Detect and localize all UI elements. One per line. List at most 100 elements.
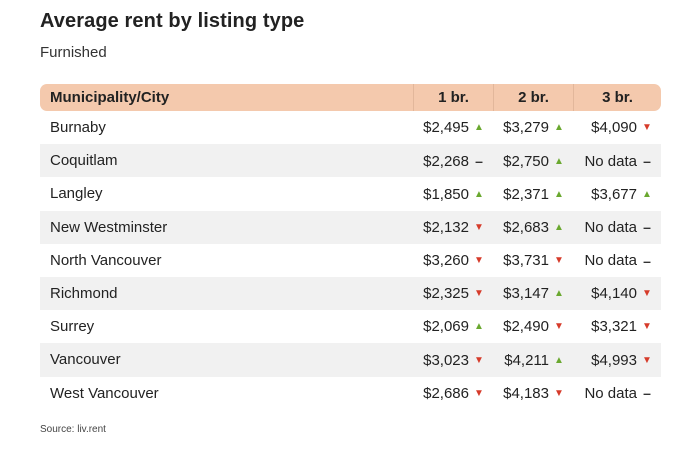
table-header-row: Municipality/City 1 br. 2 br. 3 br. — [40, 84, 661, 111]
rent-value: $3,279 — [503, 119, 549, 137]
rent-value: No data — [584, 152, 637, 170]
triangle-up-icon: ▲ — [474, 321, 484, 333]
rent-cell-3br: $4,140 ▼ — [573, 276, 661, 311]
rent-cell-2br: $3,147 ▲ — [493, 276, 573, 311]
rent-cell-2br: $3,279 ▲ — [493, 111, 573, 144]
city-name: Surrey — [50, 318, 95, 336]
column-header-1br: 1 br. — [413, 84, 493, 111]
rent-cell-3br: $3,677 ▲ — [573, 177, 661, 210]
table-row: New Westminster $2,132 ▼ $2,683 ▲ No data – — [40, 210, 661, 244]
triangle-down-icon: ▼ — [554, 321, 564, 333]
rent-value: $4,183 — [503, 384, 549, 402]
rent-value: $4,993 — [591, 351, 637, 369]
triangle-up-icon: ▲ — [554, 221, 564, 233]
rent-value: $4,090 — [591, 119, 637, 137]
rent-cell-2br: $2,371 ▲ — [493, 177, 573, 210]
triangle-down-icon: ▼ — [642, 288, 652, 300]
triangle-down-icon: ▼ — [554, 387, 564, 399]
rent-cell-1br: $2,268– — [413, 144, 493, 178]
triangle-down-icon: ▼ — [642, 122, 652, 134]
table-row: Surrey $2,069 ▲ $2,490 ▼ $3,321 ▼ — [40, 310, 661, 343]
column-header-3br: 3 br. — [573, 84, 661, 111]
rent-cell-2br: $3,731 ▼ — [493, 244, 573, 277]
rent-value: $3,260 — [423, 252, 469, 270]
rent-value: $2,490 — [503, 318, 549, 336]
triangle-up-icon: ▲ — [554, 188, 564, 200]
rent-cell-1br: $2,495 ▲ — [413, 111, 493, 144]
triangle-down-icon: ▼ — [474, 288, 484, 300]
rent-value: $2,069 — [423, 318, 469, 336]
rent-cell-2br: $4,183 ▼ — [493, 377, 573, 410]
city-name: Burnaby — [50, 119, 106, 137]
rent-cell-3br: No data – — [573, 210, 661, 244]
column-header-2br: 2 br. — [493, 84, 573, 111]
triangle-up-icon: ▲ — [474, 122, 484, 134]
triangle-down-icon: ▼ — [554, 255, 564, 267]
triangle-up-icon: ▲ — [554, 288, 564, 300]
rent-value: $2,325 — [423, 285, 469, 303]
dash-icon: – — [475, 153, 483, 170]
rent-cell-2br: $4,211 ▲ — [493, 343, 573, 377]
triangle-down-icon: ▼ — [474, 387, 484, 399]
rent-value: $2,495 — [423, 119, 469, 137]
table-row: Burnaby $2,495 ▲ $3,279 ▲ $4,090 ▼ — [40, 111, 661, 144]
rent-value: No data — [584, 384, 637, 402]
table-row: Coquitlam $2,268– $2,750 ▲ No data – — [40, 144, 661, 178]
rent-cell-1br: $2,069 ▲ — [413, 310, 493, 343]
rent-value: $3,677 — [591, 185, 637, 203]
rent-value: $3,147 — [503, 285, 549, 303]
rent-cell-2br: $2,490 ▼ — [493, 310, 573, 343]
rent-value: $1,850 — [423, 185, 469, 203]
city-name: Vancouver — [40, 343, 413, 377]
source-note: Source: liv.rent — [40, 424, 106, 435]
rent-value: $3,023 — [423, 351, 469, 369]
table-row: Richmond $2,325 ▼ $3,147 ▲ $4,140 ▼ — [40, 276, 661, 311]
rent-value: $2,268 — [423, 152, 469, 170]
triangle-down-icon: ▼ — [474, 354, 484, 366]
rent-cell-1br: $2,686 ▼ — [413, 377, 493, 410]
city-name: Coquitlam — [40, 144, 413, 178]
triangle-up-icon: ▲ — [642, 188, 652, 200]
triangle-down-icon: ▼ — [474, 221, 484, 233]
rent-value: $3,321 — [591, 318, 637, 336]
rent-value: No data — [584, 252, 637, 270]
rent-cell-1br: $3,023 ▼ — [413, 343, 493, 377]
table-body: Burnaby $2,495 ▲ $3,279 ▲ $4,090 ▼ Coquitlam $2,… — [40, 111, 661, 410]
rent-cell-3br: No data – — [573, 144, 661, 178]
rent-value: $2,132 — [423, 218, 469, 236]
triangle-up-icon: ▲ — [554, 122, 564, 134]
dash-icon: – — [643, 153, 651, 170]
table-row: Vancouver $3,023 ▼ $4,211 ▲ $4,993 ▼ — [40, 343, 661, 377]
rent-cell-3br: No data – — [573, 377, 661, 410]
rent-value: $2,371 — [503, 185, 549, 203]
rent-cell-3br: $3,321 ▼ — [573, 310, 661, 343]
rent-value: $4,211 — [504, 351, 549, 369]
chart-subtitle: Furnished — [40, 44, 107, 61]
column-header-municipality: Municipality/City — [40, 84, 413, 111]
city-name: New Westminster — [40, 210, 413, 244]
rent-cell-1br: $1,850 ▲ — [413, 177, 493, 210]
city-name: Richmond — [40, 276, 413, 311]
rent-cell-3br: No data – — [573, 244, 661, 277]
rent-cell-1br: $2,325 ▼ — [413, 276, 493, 311]
triangle-down-icon: ▼ — [474, 255, 484, 267]
dash-icon: – — [643, 252, 651, 269]
dash-icon: – — [643, 219, 651, 236]
rent-table: Municipality/City 1 br. 2 br. 3 br. Burn… — [40, 84, 661, 410]
rent-cell-1br: $3,260 ▼ — [413, 244, 493, 277]
table-row: North Vancouver $3,260 ▼ $3,731 ▼ No data – — [40, 244, 661, 277]
city-name: West Vancouver — [50, 384, 159, 402]
rent-cell-2br: $2,683 ▲ — [493, 210, 573, 244]
chart-title: Average rent by listing type — [40, 10, 305, 32]
triangle-down-icon: ▼ — [642, 354, 652, 366]
table-row: Langley $1,850 ▲ $2,371 ▲ $3,677 ▲ — [40, 177, 661, 210]
rent-cell-1br: $2,132 ▼ — [413, 210, 493, 244]
rent-value: $3,731 — [503, 252, 549, 270]
dash-icon: – — [643, 385, 651, 402]
triangle-up-icon: ▲ — [474, 188, 484, 200]
rent-value: $4,140 — [591, 285, 637, 303]
rent-cell-3br: $4,993 ▼ — [573, 343, 661, 377]
triangle-down-icon: ▼ — [642, 321, 652, 333]
rent-value: $2,750 — [503, 152, 549, 170]
